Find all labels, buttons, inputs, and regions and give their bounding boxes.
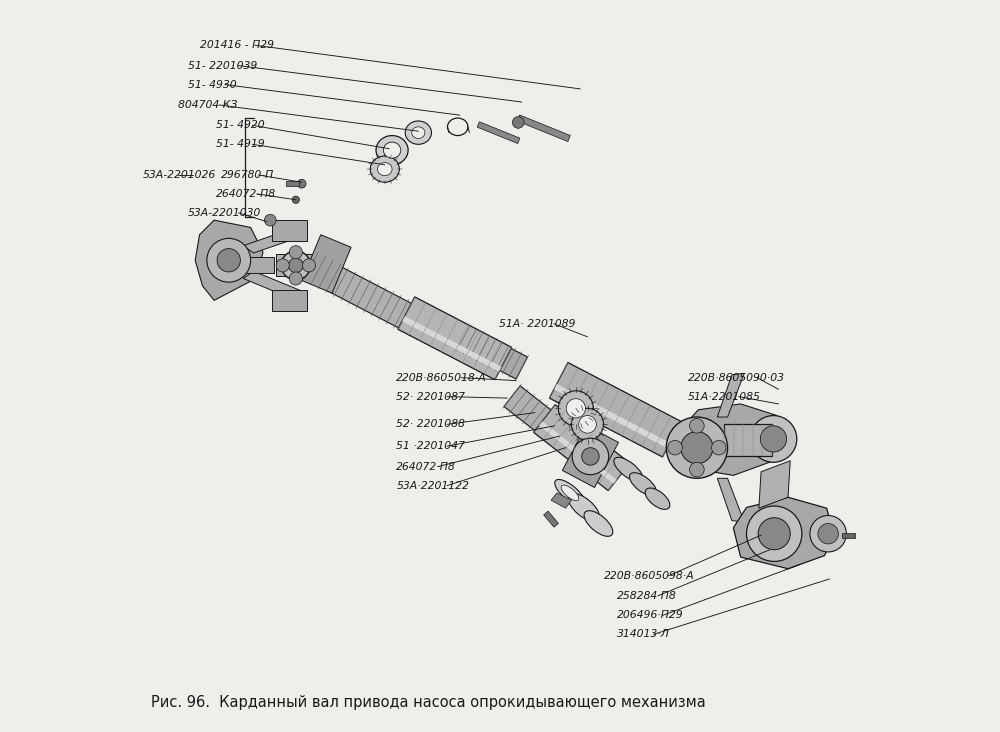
Polygon shape bbox=[272, 290, 307, 310]
Text: Рис. 96.  Карданный вал привода насоса опрокидывающего механизма: Рис. 96. Карданный вал привода насоса оп… bbox=[151, 695, 706, 710]
Text: 51А·2201085: 51А·2201085 bbox=[688, 392, 761, 402]
Polygon shape bbox=[539, 421, 617, 484]
Ellipse shape bbox=[281, 251, 310, 280]
Ellipse shape bbox=[276, 259, 289, 272]
Ellipse shape bbox=[582, 448, 599, 465]
Ellipse shape bbox=[568, 493, 599, 521]
Text: 51А· 2201089: 51А· 2201089 bbox=[499, 318, 575, 329]
Ellipse shape bbox=[376, 135, 408, 165]
Ellipse shape bbox=[566, 399, 585, 418]
Polygon shape bbox=[233, 258, 274, 273]
Ellipse shape bbox=[681, 432, 713, 463]
Ellipse shape bbox=[571, 408, 604, 441]
Ellipse shape bbox=[758, 518, 790, 550]
Ellipse shape bbox=[512, 116, 524, 128]
Polygon shape bbox=[562, 425, 619, 488]
Ellipse shape bbox=[289, 246, 302, 259]
Ellipse shape bbox=[207, 239, 251, 282]
Polygon shape bbox=[398, 297, 512, 380]
Polygon shape bbox=[554, 384, 670, 448]
Polygon shape bbox=[458, 326, 528, 379]
Text: 264072-П8: 264072-П8 bbox=[216, 189, 276, 199]
Polygon shape bbox=[733, 497, 834, 569]
Text: 258284·П8: 258284·П8 bbox=[617, 591, 676, 601]
Polygon shape bbox=[286, 181, 299, 186]
Polygon shape bbox=[302, 235, 351, 293]
Text: 51- 4930: 51- 4930 bbox=[188, 80, 237, 89]
Ellipse shape bbox=[711, 441, 726, 455]
Ellipse shape bbox=[690, 419, 704, 433]
Polygon shape bbox=[759, 461, 790, 508]
Text: 201416 - П29: 201416 - П29 bbox=[200, 40, 274, 51]
Ellipse shape bbox=[579, 416, 596, 433]
Text: 220В·8605098·А: 220В·8605098·А bbox=[604, 571, 694, 581]
Polygon shape bbox=[517, 115, 570, 141]
Polygon shape bbox=[534, 405, 630, 490]
Ellipse shape bbox=[561, 485, 579, 501]
Polygon shape bbox=[724, 425, 772, 457]
Text: 51- 4919: 51- 4919 bbox=[216, 139, 264, 149]
Ellipse shape bbox=[405, 121, 431, 144]
Text: 52· 2201087: 52· 2201087 bbox=[396, 392, 465, 402]
Ellipse shape bbox=[666, 417, 728, 478]
Ellipse shape bbox=[412, 127, 425, 138]
Polygon shape bbox=[304, 254, 430, 337]
Ellipse shape bbox=[217, 249, 240, 272]
Ellipse shape bbox=[614, 458, 643, 482]
Text: 296780-П: 296780-П bbox=[221, 170, 275, 180]
Ellipse shape bbox=[558, 391, 593, 426]
Polygon shape bbox=[276, 255, 316, 276]
Ellipse shape bbox=[818, 523, 838, 544]
Ellipse shape bbox=[377, 163, 392, 176]
Ellipse shape bbox=[645, 488, 670, 509]
Polygon shape bbox=[551, 493, 571, 508]
Text: 206496·П29: 206496·П29 bbox=[617, 610, 683, 621]
Ellipse shape bbox=[630, 473, 656, 496]
Ellipse shape bbox=[690, 462, 704, 477]
Polygon shape bbox=[717, 373, 744, 417]
Ellipse shape bbox=[370, 156, 399, 182]
Ellipse shape bbox=[572, 438, 609, 474]
Text: 52· 2201088: 52· 2201088 bbox=[396, 419, 465, 430]
Ellipse shape bbox=[289, 272, 302, 285]
Ellipse shape bbox=[750, 416, 797, 462]
Polygon shape bbox=[684, 404, 784, 475]
Ellipse shape bbox=[292, 196, 299, 203]
Ellipse shape bbox=[668, 441, 682, 455]
Text: 804704 КЗ: 804704 КЗ bbox=[178, 100, 237, 110]
Polygon shape bbox=[243, 271, 307, 300]
Polygon shape bbox=[402, 316, 502, 372]
Polygon shape bbox=[243, 228, 307, 253]
Text: 53А-2201030: 53А-2201030 bbox=[188, 208, 261, 218]
Ellipse shape bbox=[555, 479, 585, 507]
Ellipse shape bbox=[264, 214, 276, 226]
Text: 314013·Л: 314013·Л bbox=[617, 630, 670, 639]
Ellipse shape bbox=[302, 259, 316, 272]
Polygon shape bbox=[717, 478, 744, 522]
Ellipse shape bbox=[297, 179, 306, 188]
Polygon shape bbox=[549, 362, 681, 457]
Polygon shape bbox=[195, 220, 263, 300]
Polygon shape bbox=[504, 386, 566, 442]
Ellipse shape bbox=[746, 506, 802, 561]
Text: 220В·8605018·А: 220В·8605018·А bbox=[396, 373, 487, 383]
Ellipse shape bbox=[289, 258, 303, 272]
Text: 264072·П8: 264072·П8 bbox=[396, 462, 456, 471]
Text: 51- 2201039: 51- 2201039 bbox=[188, 61, 257, 70]
Polygon shape bbox=[842, 533, 855, 538]
Ellipse shape bbox=[383, 142, 401, 158]
Ellipse shape bbox=[760, 426, 787, 452]
Ellipse shape bbox=[810, 515, 846, 552]
Text: 53А·2201122: 53А·2201122 bbox=[396, 481, 469, 490]
Polygon shape bbox=[272, 220, 307, 241]
Text: 220В·8605090·03: 220В·8605090·03 bbox=[688, 373, 785, 383]
Text: 51 ·2201047: 51 ·2201047 bbox=[396, 441, 465, 451]
Ellipse shape bbox=[584, 511, 613, 537]
Polygon shape bbox=[477, 122, 520, 143]
Text: 51- 4920: 51- 4920 bbox=[216, 120, 264, 130]
Text: 53А-2201026: 53А-2201026 bbox=[143, 170, 216, 180]
Polygon shape bbox=[544, 511, 558, 527]
